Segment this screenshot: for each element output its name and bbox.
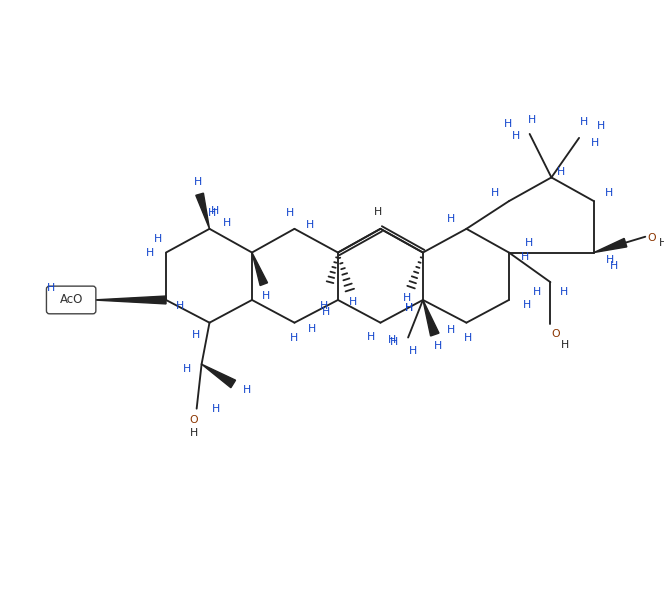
Text: H: H [527,115,536,125]
Polygon shape [252,252,268,286]
Text: H: H [306,220,315,230]
Text: O: O [189,415,198,425]
Text: H: H [409,346,417,356]
Text: AcO: AcO [60,293,83,307]
Text: H: H [659,238,664,248]
Text: H: H [193,178,202,187]
Text: H: H [403,293,411,303]
Text: H: H [521,252,529,263]
Polygon shape [93,296,166,304]
Text: H: H [557,168,566,178]
Text: H: H [606,255,614,266]
Text: H: H [286,208,293,218]
Text: H: H [243,385,251,395]
Text: H: H [390,337,398,347]
Text: H: H [349,297,357,307]
Text: H: H [405,303,413,313]
Text: H: H [491,188,499,198]
Text: H: H [597,121,605,131]
Text: H: H [580,117,588,127]
Polygon shape [196,193,210,229]
Polygon shape [594,238,627,252]
Text: H: H [176,301,184,311]
Text: H: H [189,428,198,438]
Text: H: H [290,333,299,343]
Text: H: H [605,188,613,198]
Text: H: H [560,287,568,297]
Polygon shape [423,300,439,336]
Text: H: H [523,300,531,310]
Text: H: H [434,342,442,352]
Text: H: H [512,131,520,141]
Text: H: H [308,324,316,334]
Polygon shape [202,364,236,388]
Text: H: H [322,307,330,317]
Text: H: H [191,330,200,340]
Text: H: H [374,207,382,217]
Text: H: H [446,324,455,334]
Text: H: H [525,238,533,248]
Text: H: H [504,119,512,129]
Text: H: H [211,206,220,216]
Text: H: H [154,233,162,244]
Text: H: H [208,208,216,218]
Text: H: H [591,138,599,148]
Text: H: H [388,336,396,346]
Text: H: H [212,404,220,413]
Text: H: H [446,214,455,224]
Text: H: H [47,283,56,293]
Text: H: H [405,303,413,313]
Text: H: H [183,364,191,374]
Text: H: H [533,287,540,297]
Text: H: H [262,291,270,301]
Text: H: H [367,331,374,342]
Text: H: H [464,333,473,343]
Text: O: O [551,328,560,339]
Text: H: H [223,218,232,228]
Text: H: H [610,261,618,271]
Text: H: H [561,340,569,350]
Text: O: O [647,233,655,243]
FancyBboxPatch shape [46,286,96,314]
Text: H: H [320,301,328,311]
Text: H: H [146,248,154,258]
